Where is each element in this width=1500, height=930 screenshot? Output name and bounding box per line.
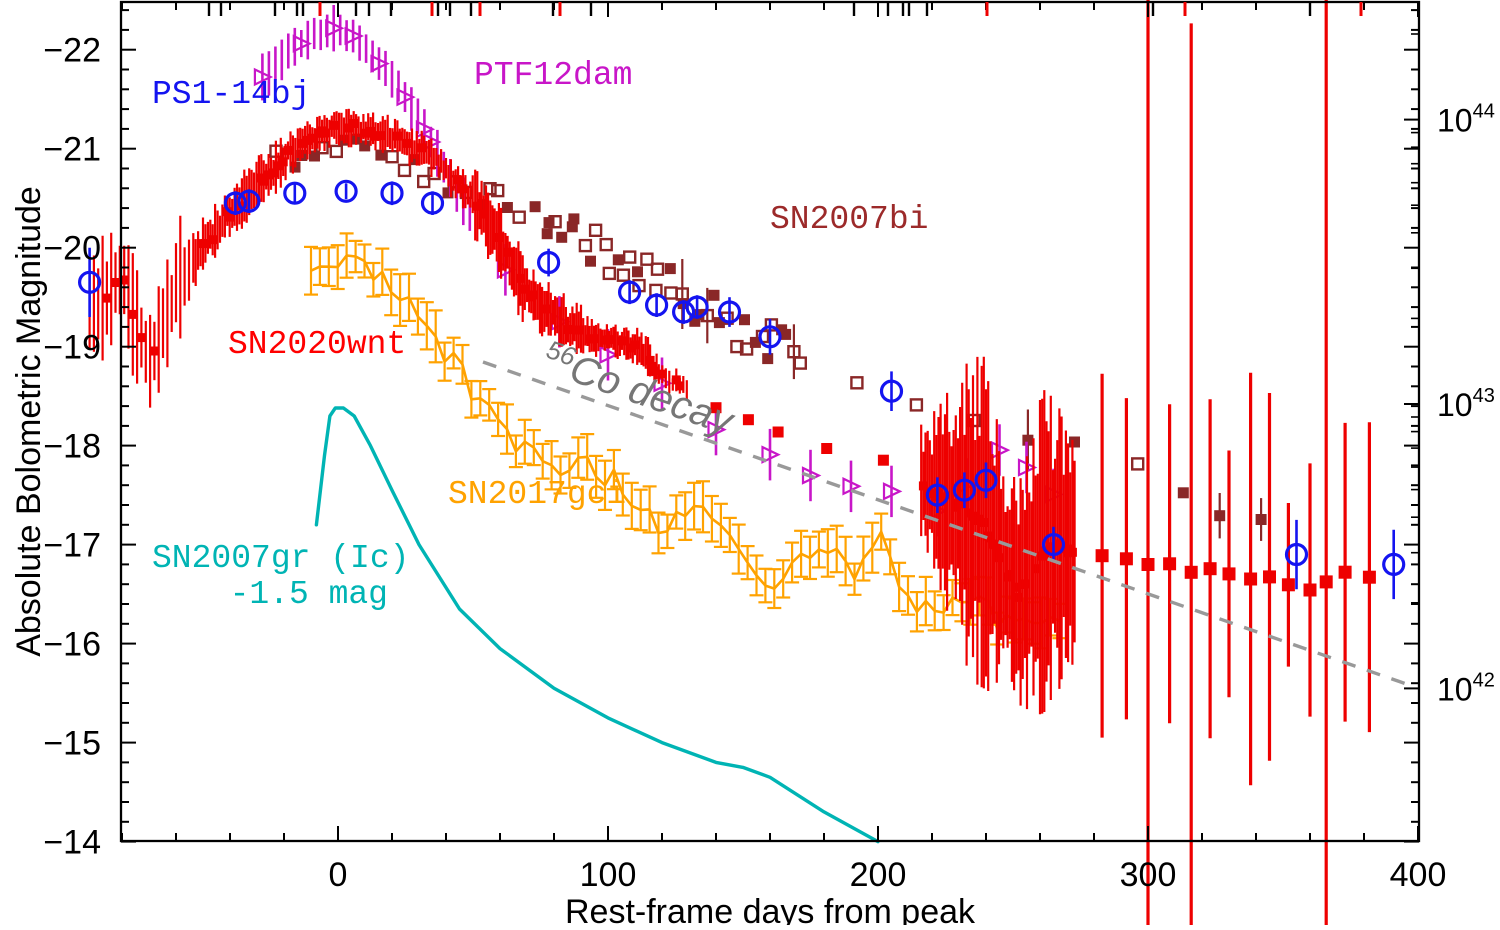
svg-text:Rest-frame days from peak: Rest-frame days from peak <box>565 893 976 925</box>
svg-text:0: 0 <box>329 856 348 894</box>
svg-text:−19: −19 <box>43 329 101 367</box>
svg-text:300: 300 <box>1120 856 1177 894</box>
svg-text:400: 400 <box>1390 856 1447 894</box>
svg-text:PTF12dam: PTF12dam <box>474 57 632 94</box>
svg-text:−18: −18 <box>43 428 101 466</box>
svg-text:Absolute Bolometric Magnitude: Absolute Bolometric Magnitude <box>10 186 48 657</box>
svg-text:SN2007bi: SN2007bi <box>770 201 928 238</box>
svg-text:−15: −15 <box>43 725 101 763</box>
svg-text:100: 100 <box>580 856 637 894</box>
svg-text:200: 200 <box>850 856 907 894</box>
svg-text:SN2017gci: SN2017gci <box>448 476 626 513</box>
svg-text:SN2007gr (Ic): SN2007gr (Ic) <box>152 540 409 577</box>
svg-text:PS1-14bj: PS1-14bj <box>152 76 310 113</box>
svg-text:SN2020wnt: SN2020wnt <box>228 326 406 363</box>
svg-text:−22: −22 <box>43 32 101 70</box>
svg-text:−20: −20 <box>43 230 101 268</box>
svg-text:−16: −16 <box>43 626 101 664</box>
svg-text:-1.5 mag: -1.5 mag <box>230 576 388 613</box>
svg-text:−14: −14 <box>43 824 101 862</box>
svg-text:−17: −17 <box>43 527 101 565</box>
svg-text:−21: −21 <box>43 131 101 169</box>
